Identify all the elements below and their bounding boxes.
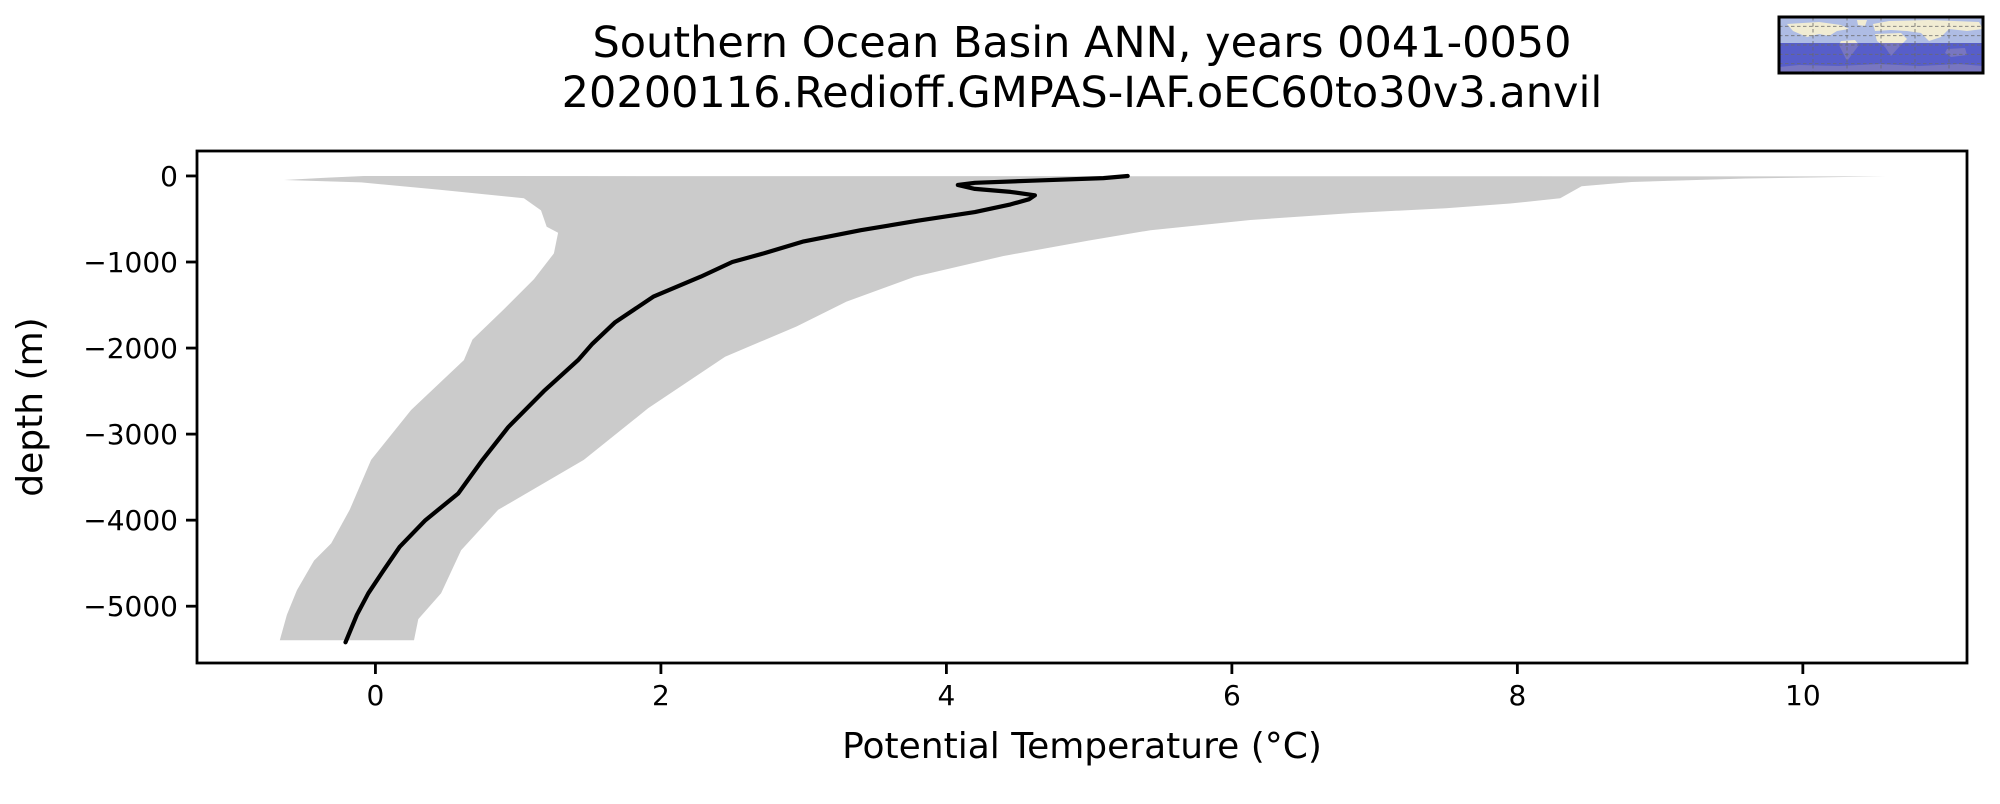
chart-subtitle: 20200116.Redioff.GMPAS-IAF.oEC60to30v3.a… (562, 68, 1603, 118)
envelope-area (279, 176, 1886, 641)
map-land-eurasia (1873, 20, 1983, 41)
map-border (1777, 15, 1985, 75)
y-tick-label: −2000 (83, 332, 178, 365)
y-axis-label: depth (m) (10, 317, 51, 496)
x-tick-label: 6 (1223, 679, 1241, 712)
y-tick-label: −1000 (83, 246, 178, 279)
y-tick-label: 0 (160, 160, 178, 193)
map-land-greenland (1857, 20, 1867, 26)
y-tick-label: −4000 (83, 504, 178, 537)
chart-title: Southern Ocean Basin ANN, years 0041-005… (592, 18, 1571, 68)
map-land-north-america (1787, 22, 1849, 37)
plot-border (195, 149, 1969, 665)
x-tick-label: 0 (367, 679, 385, 712)
basin-map-inset (1777, 15, 1985, 75)
y-tick-label: −5000 (83, 590, 178, 623)
x-tick-label: 10 (1785, 679, 1821, 712)
x-tick-label: 4 (937, 679, 955, 712)
plot-area: 0 2 4 6 8 10 0 −1000 −2000 −3000 −4000 −5000 (83, 149, 1969, 712)
x-tick-label: 8 (1508, 679, 1526, 712)
map-graticule (1779, 17, 1983, 73)
y-tick-label: −3000 (83, 418, 178, 451)
x-tick-label: 2 (652, 679, 670, 712)
mean-profile-line (343, 173, 1130, 645)
x-axis-label: Potential Temperature (°C) (842, 726, 1322, 767)
